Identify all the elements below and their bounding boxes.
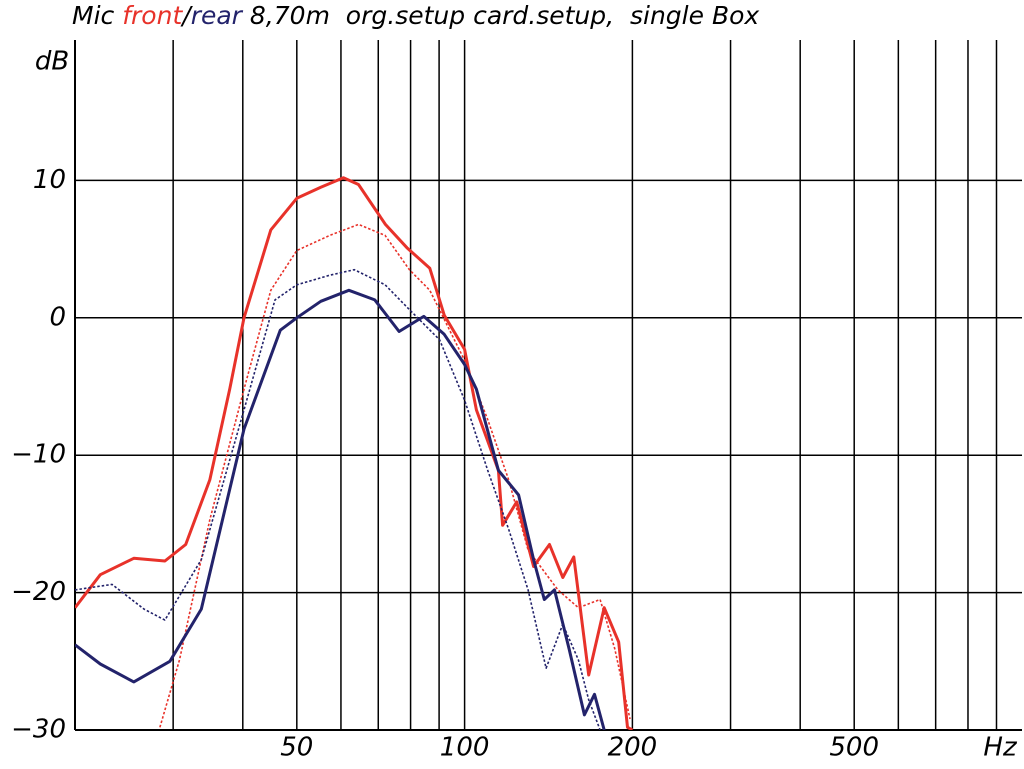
y-tick-label: 0 bbox=[49, 302, 66, 332]
x-tick-label: 500 bbox=[829, 733, 879, 763]
x-tick-label: 50 bbox=[280, 733, 313, 763]
series-line bbox=[75, 176, 634, 730]
chart-title: Mic front/rear 8,70m org.setup card.setu… bbox=[72, 1, 759, 30]
title-part: 8,70m org.setup card.setup, single Box bbox=[242, 1, 759, 30]
y-tick-label: −20 bbox=[11, 577, 66, 607]
title-part: / bbox=[180, 1, 193, 30]
y-tick-label: −30 bbox=[11, 715, 66, 745]
y-tick-label: −10 bbox=[11, 440, 66, 470]
x-axis-label: Hz bbox=[983, 733, 1018, 763]
y-tick-label: 10 bbox=[33, 165, 66, 195]
series-line bbox=[75, 288, 606, 730]
title-part: rear bbox=[191, 1, 244, 30]
title-part: front bbox=[122, 1, 183, 30]
y-axis-label: dB bbox=[35, 47, 69, 77]
x-tick-label: 200 bbox=[608, 733, 658, 763]
series-line bbox=[159, 223, 631, 728]
x-tick-label: 100 bbox=[440, 733, 490, 763]
series-line bbox=[75, 268, 601, 730]
title-part: Mic bbox=[72, 1, 122, 30]
plot-area bbox=[75, 176, 634, 730]
